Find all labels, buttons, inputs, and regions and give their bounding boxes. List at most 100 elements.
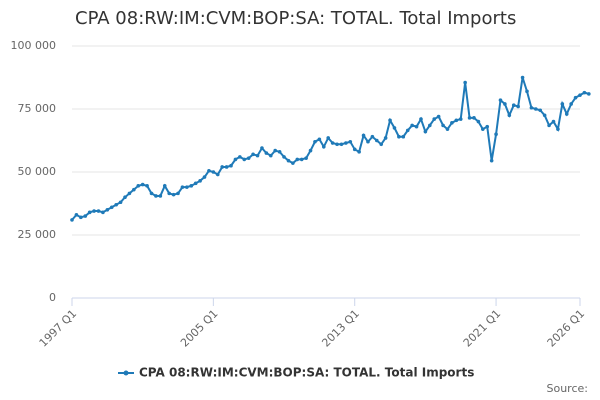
point (352, 147, 357, 152)
point (366, 139, 370, 144)
point (299, 157, 304, 162)
x-tick-label: 2005 Q1 (178, 307, 221, 350)
point (419, 117, 423, 121)
point (92, 209, 96, 213)
point (516, 104, 520, 109)
point (582, 90, 587, 95)
point (132, 187, 136, 192)
point (388, 118, 392, 123)
point (105, 208, 110, 212)
point (454, 118, 459, 123)
point (317, 137, 322, 142)
point (463, 80, 467, 85)
y-tick-label: 75 000 (18, 102, 57, 115)
point (542, 113, 547, 118)
point (109, 205, 114, 210)
point (348, 139, 353, 144)
point (445, 127, 450, 131)
point (189, 184, 194, 188)
point (145, 184, 149, 188)
point (118, 200, 123, 205)
point (162, 184, 167, 188)
point (313, 139, 317, 144)
point (238, 155, 242, 159)
point (224, 165, 229, 169)
point (339, 142, 344, 147)
point (83, 214, 88, 218)
chart-title: CPA 08:RW:IM:CVM:BOP:SA: TOTAL. Total Im… (75, 8, 516, 29)
point (215, 172, 220, 177)
point (167, 191, 171, 196)
point (79, 215, 83, 220)
point (397, 134, 401, 139)
point (149, 191, 154, 196)
point (220, 165, 224, 169)
point (260, 146, 264, 150)
point (564, 112, 569, 116)
point (304, 156, 308, 160)
point (357, 150, 361, 154)
point (503, 102, 507, 106)
point (154, 194, 158, 198)
point (573, 95, 578, 100)
point (207, 168, 211, 173)
point (520, 75, 525, 80)
point (180, 185, 185, 189)
point (511, 103, 516, 108)
point (458, 117, 463, 121)
source: Source: (547, 382, 589, 395)
point (233, 157, 238, 162)
y-tick-label: 100 000 (11, 39, 57, 52)
point (467, 116, 472, 120)
point (472, 116, 476, 120)
point (330, 141, 335, 145)
point (264, 151, 269, 155)
x-tick-label: 1997 Q1 (37, 307, 80, 350)
point (534, 107, 538, 111)
point (70, 218, 74, 222)
point (101, 210, 105, 215)
point (375, 138, 379, 143)
point (286, 158, 291, 163)
point (481, 127, 485, 131)
point (538, 108, 543, 113)
point (273, 148, 278, 153)
point (295, 157, 300, 162)
point (383, 136, 388, 140)
point (587, 92, 591, 96)
point (560, 102, 565, 106)
point (193, 181, 198, 186)
point (246, 156, 251, 160)
point (392, 126, 397, 130)
point (405, 128, 410, 133)
point (74, 213, 79, 217)
legend-marker (123, 370, 129, 376)
point (211, 170, 216, 174)
point (556, 127, 560, 131)
point (423, 129, 428, 134)
point (268, 153, 273, 158)
point (127, 191, 132, 196)
point (308, 148, 313, 153)
point (251, 152, 255, 157)
point (410, 123, 414, 128)
point (379, 142, 384, 147)
point (158, 194, 163, 198)
point (370, 134, 375, 139)
point (547, 123, 551, 128)
point (140, 182, 145, 187)
point (551, 119, 556, 124)
point (87, 210, 92, 215)
point (326, 136, 331, 140)
point (136, 184, 141, 188)
point (114, 202, 118, 207)
point (578, 93, 582, 97)
point (176, 191, 180, 196)
x-tick-label: 2013 Q1 (319, 307, 362, 350)
point (529, 105, 534, 110)
point (344, 141, 348, 145)
point (202, 175, 207, 179)
point (525, 89, 529, 94)
point (485, 124, 490, 129)
